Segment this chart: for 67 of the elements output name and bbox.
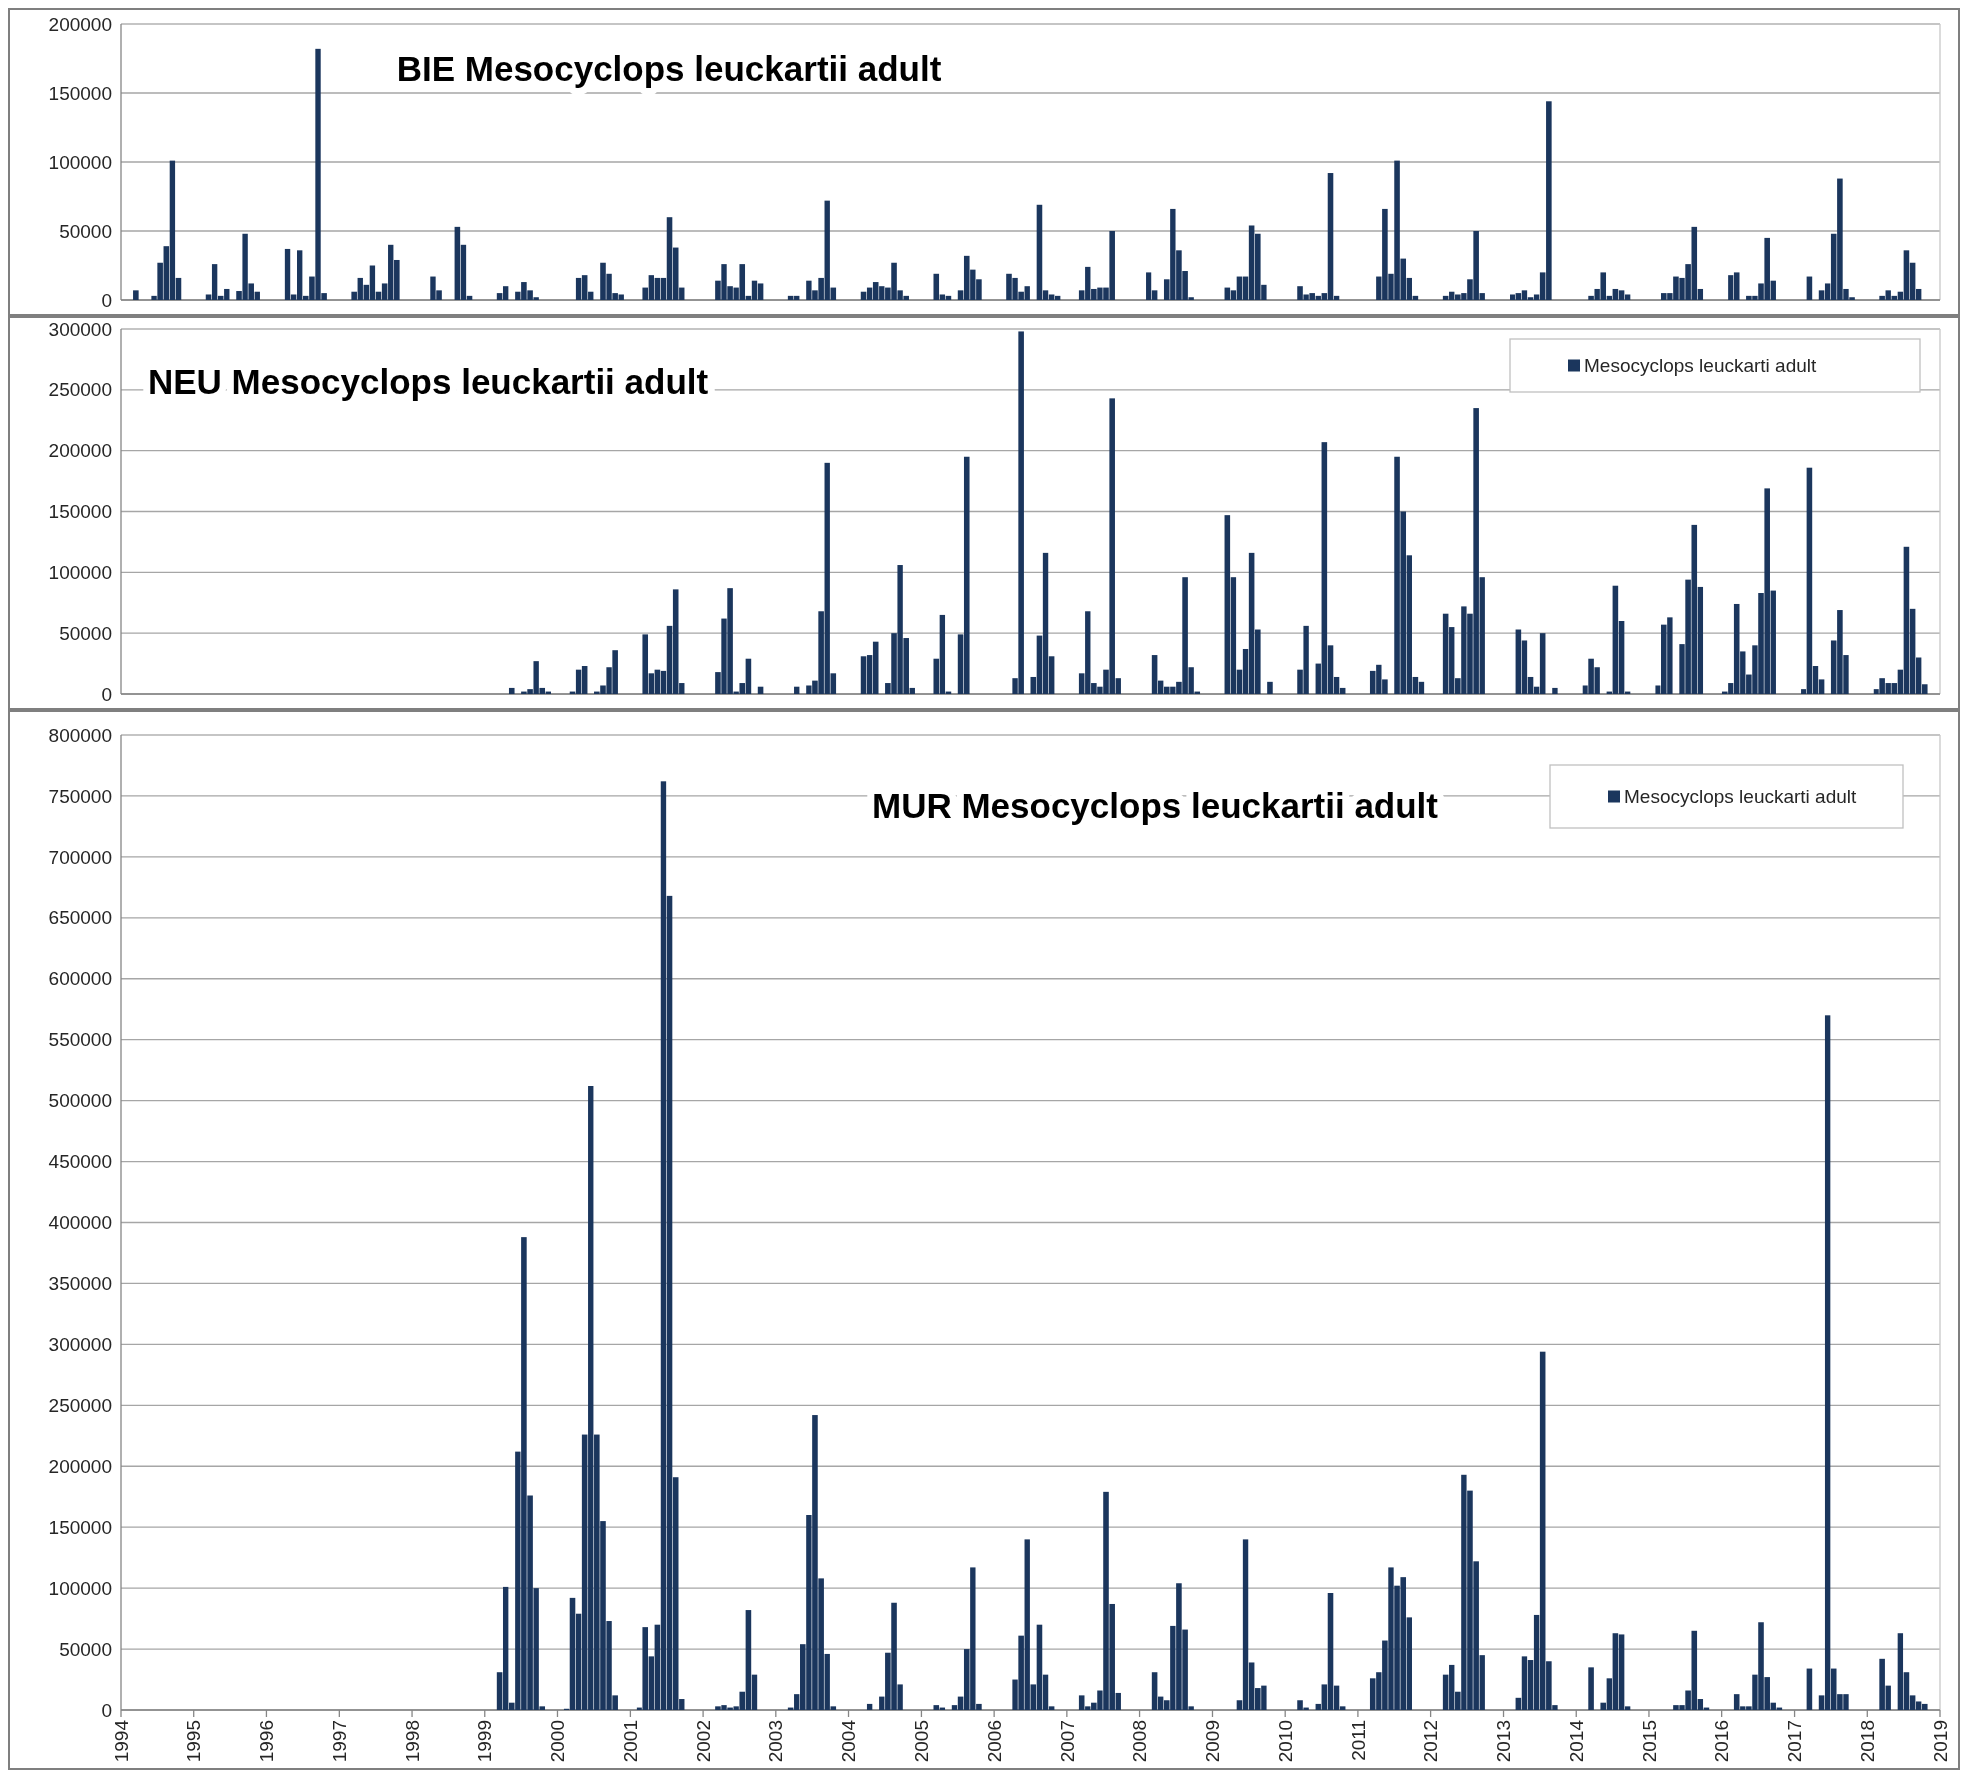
- legend-label: Mesocyclops leuckarti adult: [1624, 786, 1858, 808]
- x-tick-label: 1999: [474, 1720, 496, 1763]
- x-tick-label: 1997: [328, 1720, 350, 1763]
- text: NEU Mesocyclops leuckartii adult: [148, 362, 709, 401]
- bar: [794, 686, 800, 694]
- x-tick-label: 2008: [1129, 1720, 1151, 1763]
- y-tick-label: 150000: [48, 82, 112, 104]
- y-tick-label: 300000: [48, 1334, 112, 1356]
- y-tick-label: 300000: [48, 318, 112, 340]
- y-tick-label: 200000: [48, 13, 112, 35]
- bar: [508, 687, 515, 694]
- y-tick-label: 200000: [48, 1455, 112, 1477]
- x-tick-label: 2017: [1784, 1720, 1806, 1763]
- bar: [133, 290, 139, 300]
- y-tick-label: 0: [101, 289, 112, 311]
- x-tick-label: 1995: [183, 1720, 205, 1763]
- y-tick-label: 750000: [48, 785, 112, 807]
- y-tick-label: 600000: [48, 968, 112, 990]
- y-tick-label: 450000: [48, 1151, 112, 1173]
- x-tick-label: 2001: [620, 1720, 642, 1763]
- x-tick-label: 2010: [1274, 1720, 1296, 1763]
- y-tick-label: 400000: [48, 1212, 112, 1234]
- legend-label: Mesocyclops leuckarti adult: [1584, 355, 1818, 377]
- y-tick-label: 50000: [59, 622, 112, 644]
- x-tick-label: 2003: [765, 1720, 787, 1763]
- text: MUR Mesocyclops leuckartii adult: [872, 786, 1439, 825]
- y-tick-label: 200000: [48, 440, 112, 462]
- y-tick-label: 700000: [48, 846, 112, 868]
- x-tick-label: 2002: [692, 1720, 714, 1763]
- y-tick-label: 250000: [48, 1394, 112, 1416]
- x-tick-label: 2007: [1056, 1720, 1078, 1763]
- y-tick-label: 100000: [48, 561, 112, 583]
- x-tick-label: 2019: [1929, 1720, 1951, 1763]
- x-tick-label: 2012: [1420, 1720, 1442, 1763]
- x-tick-label: 1996: [256, 1720, 278, 1763]
- y-tick-label: 500000: [48, 1090, 112, 1112]
- y-tick-label: 650000: [48, 907, 112, 929]
- y-tick-label: 50000: [59, 1638, 112, 1660]
- x-tick-label: 2018: [1856, 1720, 1878, 1763]
- x-tick-label: 1998: [401, 1720, 423, 1763]
- x-tick-label: 2004: [838, 1719, 860, 1763]
- x-tick-label: 2015: [1638, 1720, 1660, 1763]
- bar: [1267, 681, 1273, 694]
- x-tick-label: 2000: [547, 1720, 569, 1763]
- y-tick-label: 100000: [48, 151, 112, 173]
- x-tick-label: 2009: [1202, 1720, 1224, 1763]
- x-tick-label: 1994: [110, 1719, 132, 1763]
- y-tick-label: 800000: [48, 724, 112, 746]
- bar: [1588, 1667, 1594, 1710]
- x-tick-label: 2013: [1493, 1720, 1515, 1763]
- y-tick-label: 100000: [48, 1577, 112, 1599]
- y-tick-label: 350000: [48, 1273, 112, 1295]
- y-tick-label: 250000: [48, 379, 112, 401]
- y-tick-label: 0: [101, 683, 112, 705]
- y-tick-label: 50000: [59, 220, 112, 242]
- text: BIE Mesocyclops leuckartii adult: [396, 49, 942, 88]
- x-tick-label: 2016: [1711, 1720, 1733, 1763]
- y-tick-label: 150000: [48, 1516, 112, 1538]
- bar: [866, 1703, 873, 1710]
- y-tick-label: 150000: [48, 501, 112, 523]
- y-tick-label: 0: [101, 1699, 112, 1721]
- x-tick-label: 2011: [1347, 1720, 1369, 1761]
- y-tick-label: 550000: [48, 1029, 112, 1051]
- bar: [1552, 687, 1558, 694]
- x-tick-label: 2005: [911, 1720, 933, 1763]
- x-tick-label: 2006: [983, 1720, 1005, 1763]
- x-tick-label: 2014: [1565, 1719, 1587, 1763]
